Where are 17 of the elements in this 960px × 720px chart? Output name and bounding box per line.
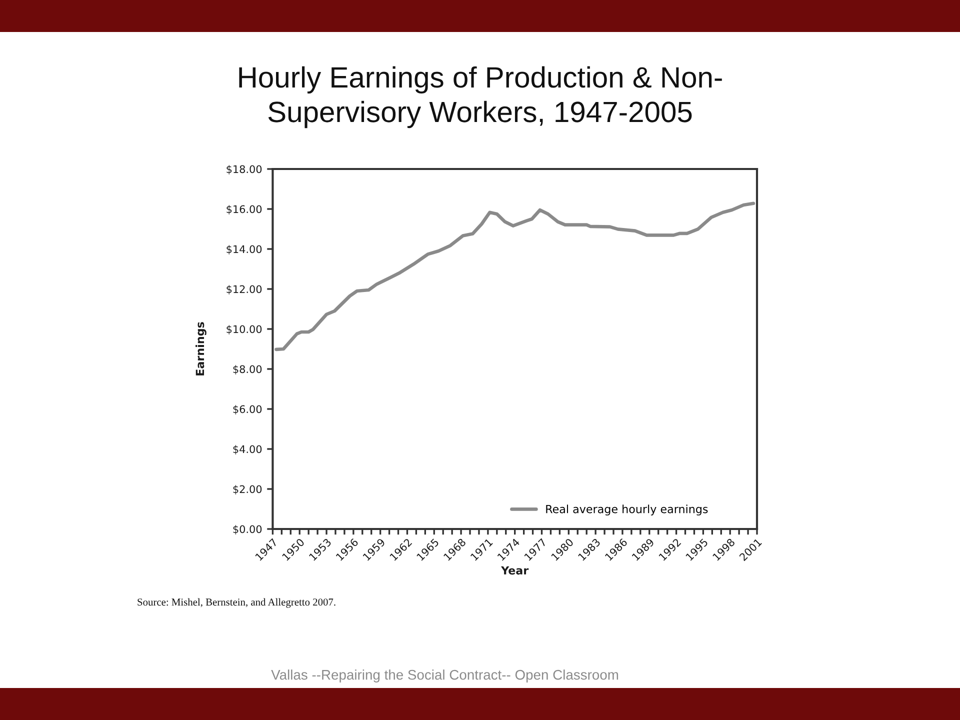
- y-tick-label: $10.00: [226, 325, 262, 334]
- y-tick-label: $0.00: [233, 525, 262, 534]
- y-tick-label: $16.00: [226, 205, 262, 214]
- y-tick-label: $14.00: [226, 245, 262, 254]
- y-tick-label: $8.00: [233, 365, 262, 374]
- x-axis-title: Year: [500, 566, 529, 575]
- y-tick-label: $4.00: [233, 445, 262, 454]
- text: Vallas --Repairing the Social Contract-- Open Classroom: [271, 670, 618, 682]
- legend-label: Real average hourly earnings: [546, 504, 708, 516]
- y-axis-title: Earnings: [196, 322, 206, 376]
- y-tick-label: $6.00: [233, 405, 262, 414]
- source-note: Source: Mishel, Bernstein, and Allegretto 2007.: [138, 598, 336, 608]
- y-tick-label: $2.00: [233, 485, 262, 494]
- line-series: [274, 202, 756, 352]
- y-tick-label: $18.00: [226, 165, 262, 174]
- chart-title: Hourly Earnings of Production & Non- Supervisory Workers, 1947-2005: [239, 66, 722, 128]
- y-tick-label: $12.00: [226, 285, 262, 294]
